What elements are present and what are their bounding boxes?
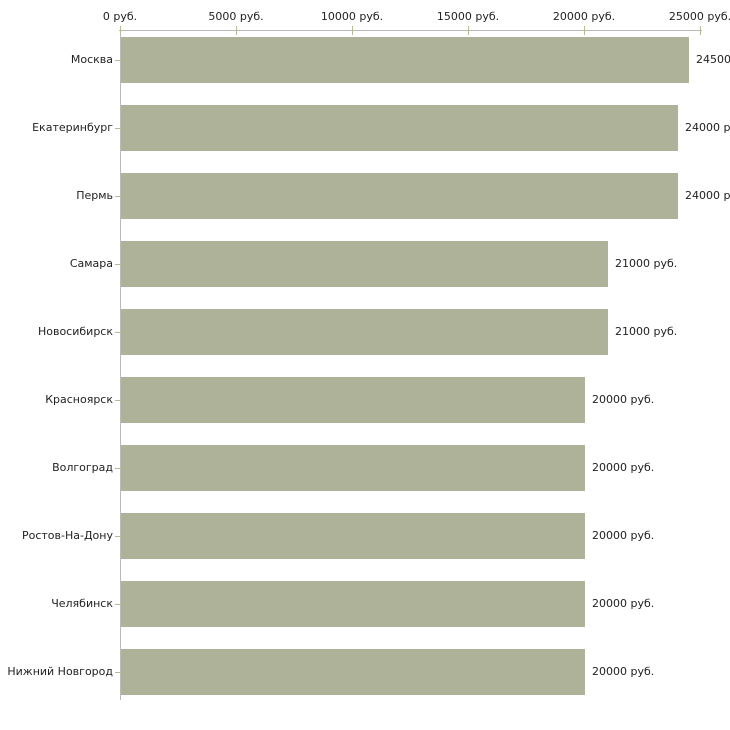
bar-row: Нижний Новгород 20000 руб. bbox=[0, 638, 730, 706]
bar bbox=[121, 581, 585, 627]
y-axis-line bbox=[120, 30, 121, 700]
bar-row: Красноярск 20000 руб. bbox=[0, 366, 730, 434]
category-label: Пермь bbox=[76, 189, 113, 202]
y-axis-tick-mark bbox=[115, 196, 120, 197]
bar-row: Ростов-На-Дону 20000 руб. bbox=[0, 502, 730, 570]
y-axis-tick-mark bbox=[115, 60, 120, 61]
value-label: 21000 руб. bbox=[615, 257, 678, 270]
x-axis-tick-label: 15000 руб. bbox=[436, 10, 500, 23]
bar bbox=[121, 649, 585, 695]
value-label: 21000 руб. bbox=[615, 325, 678, 338]
value-label: 24000 руб. bbox=[685, 121, 730, 134]
x-axis-tick-mark bbox=[468, 26, 469, 35]
bar-row: Пермь 24000 руб. bbox=[0, 162, 730, 230]
y-axis-tick-mark bbox=[115, 672, 120, 673]
category-label: Москва bbox=[70, 53, 113, 66]
category-label: Красноярск bbox=[45, 393, 113, 406]
value-label: 20000 руб. bbox=[592, 529, 655, 542]
x-axis-tick-label: 0 руб. bbox=[102, 10, 138, 23]
x-axis-tick-label: 10000 руб. bbox=[320, 10, 384, 23]
value-label: 20000 руб. bbox=[592, 665, 655, 678]
bar bbox=[121, 513, 585, 559]
bar-row: Екатеринбург 24000 руб. bbox=[0, 94, 730, 162]
value-label: 20000 руб. bbox=[592, 461, 655, 474]
bar bbox=[121, 309, 608, 355]
value-label: 24500 руб. bbox=[696, 53, 730, 66]
y-axis-tick-mark bbox=[115, 332, 120, 333]
x-axis-tick-label: 20000 руб. bbox=[552, 10, 616, 23]
bar-row: Москва 24500 руб. bbox=[0, 26, 730, 94]
value-label: 24000 руб. bbox=[685, 189, 730, 202]
bar bbox=[121, 37, 689, 83]
y-axis-tick-mark bbox=[115, 128, 120, 129]
bar-row: Самара 21000 руб. bbox=[0, 230, 730, 298]
category-label: Нижний Новгород bbox=[7, 665, 113, 678]
value-label: 20000 руб. bbox=[592, 393, 655, 406]
y-axis-tick-mark bbox=[115, 400, 120, 401]
x-axis-tick-mark bbox=[584, 26, 585, 35]
x-axis-line bbox=[119, 30, 702, 31]
category-label: Самара bbox=[69, 257, 113, 270]
x-axis-tick-mark bbox=[700, 26, 701, 35]
x-axis-tick-mark bbox=[236, 26, 237, 35]
y-axis-tick-mark bbox=[115, 264, 120, 265]
x-axis-tick-label: 5000 руб. bbox=[208, 10, 264, 23]
category-label: Челябинск bbox=[51, 597, 113, 610]
bar-row: Челябинск 20000 руб. bbox=[0, 570, 730, 638]
value-label: 20000 руб. bbox=[592, 597, 655, 610]
y-axis-tick-mark bbox=[115, 536, 120, 537]
category-label: Волгоград bbox=[52, 461, 113, 474]
y-axis-tick-mark bbox=[115, 468, 120, 469]
bar bbox=[121, 105, 678, 151]
x-axis-tick-label: 25000 руб. bbox=[668, 10, 730, 23]
category-label: Ростов-На-Дону bbox=[21, 529, 113, 542]
x-axis-tick-mark bbox=[352, 26, 353, 35]
bar bbox=[121, 377, 585, 423]
category-label: Новосибирск bbox=[37, 325, 113, 338]
bar-row: Новосибирск 21000 руб. bbox=[0, 298, 730, 366]
y-axis-tick-mark bbox=[115, 604, 120, 605]
bar bbox=[121, 173, 678, 219]
bar bbox=[121, 445, 585, 491]
category-label: Екатеринбург bbox=[32, 121, 113, 134]
bar bbox=[121, 241, 608, 287]
bar-row: Волгоград 20000 руб. bbox=[0, 434, 730, 502]
x-axis-tick-mark bbox=[120, 26, 121, 35]
